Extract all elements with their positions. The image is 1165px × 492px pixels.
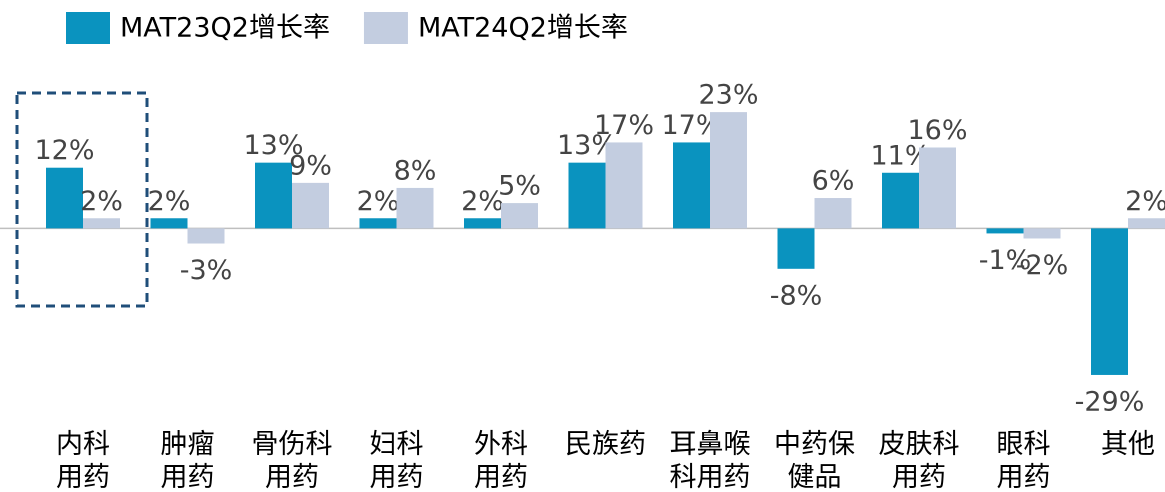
bar xyxy=(882,172,919,229)
value-label: 16% xyxy=(907,115,967,146)
value-label: 8% xyxy=(394,155,437,186)
x-tick-label-line: 用药 xyxy=(997,462,1051,492)
value-label: 17% xyxy=(594,110,654,141)
x-tick-label-line: 肿瘤 xyxy=(161,429,215,460)
legend-label: MAT24Q2增长率 xyxy=(418,13,628,44)
value-label: -2% xyxy=(1016,250,1069,281)
x-tick-label: 骨伤科用药 xyxy=(252,429,333,492)
x-tick-label-line: 内科 xyxy=(56,429,110,460)
bar xyxy=(255,162,292,229)
bar xyxy=(359,218,397,229)
x-tick-label-line: 用药 xyxy=(474,462,528,492)
bar xyxy=(568,162,606,229)
highlight-box xyxy=(15,91,149,308)
value-label: 2% xyxy=(80,186,123,217)
x-tick-label-line: 用药 xyxy=(892,462,946,492)
value-label: -3% xyxy=(180,255,233,286)
x-tick-label-line: 耳鼻喉 xyxy=(670,429,751,460)
x-tick-label: 眼科用药 xyxy=(997,429,1051,492)
x-tick-label-line: 民族药 xyxy=(565,429,646,460)
x-tick-label-line: 眼科 xyxy=(997,429,1051,460)
x-tick-label: 外科用药 xyxy=(474,429,528,492)
x-tick-label-line: 科用药 xyxy=(670,462,751,492)
bar xyxy=(1128,218,1165,229)
legend-swatch xyxy=(66,12,110,44)
x-tick-label-line: 用药 xyxy=(370,462,424,492)
value-label: 13% xyxy=(243,130,303,161)
bar xyxy=(292,182,329,229)
x-tick-label-line: 妇科 xyxy=(370,429,424,460)
value-label: -29% xyxy=(1075,386,1145,417)
x-tick-label: 耳鼻喉科用药 xyxy=(670,429,751,492)
x-tick-label-line: 皮肤科 xyxy=(879,429,960,460)
x-tick-label-line: 其他 xyxy=(1101,429,1155,460)
x-tick-label: 肿瘤用药 xyxy=(161,429,215,492)
x-tick-label: 民族药 xyxy=(565,429,646,460)
x-tick-label: 妇科用药 xyxy=(370,429,424,492)
bar xyxy=(1023,228,1061,239)
bar xyxy=(919,147,956,229)
x-tick-label-line: 用药 xyxy=(265,462,319,492)
x-tick-label: 其他 xyxy=(1101,429,1155,460)
bar xyxy=(673,142,710,229)
bar xyxy=(1091,228,1128,375)
value-label: 2% xyxy=(357,186,400,217)
bar xyxy=(710,112,747,229)
value-label: 23% xyxy=(698,80,758,111)
x-tick-label-line: 中药保 xyxy=(774,429,855,460)
bar xyxy=(986,228,1024,234)
value-label: 2% xyxy=(461,186,504,217)
bar xyxy=(396,187,434,229)
x-tick-label: 皮肤科用药 xyxy=(879,429,960,492)
bar xyxy=(464,218,501,229)
value-label: 2% xyxy=(148,186,191,217)
x-tick-label-line: 外科 xyxy=(474,429,528,460)
value-label: 9% xyxy=(289,150,332,181)
bar xyxy=(814,198,852,229)
value-label: 2% xyxy=(1125,186,1165,217)
value-label: 12% xyxy=(34,135,94,166)
x-tick-label: 中药保健品 xyxy=(774,429,855,492)
bar xyxy=(46,167,83,229)
value-label: 6% xyxy=(812,166,855,197)
x-tick-label-line: 用药 xyxy=(56,462,110,492)
x-tick-label: 内科用药 xyxy=(56,429,110,492)
bar xyxy=(501,203,538,229)
legend-swatch xyxy=(363,12,408,44)
x-tick-label-line: 骨伤科 xyxy=(252,429,333,460)
bar xyxy=(605,142,643,229)
x-tick-label-line: 健品 xyxy=(788,462,842,492)
bar xyxy=(83,218,120,229)
bar xyxy=(150,218,188,229)
value-label: -8% xyxy=(770,280,823,311)
value-label: -1% xyxy=(979,245,1032,276)
bar xyxy=(777,228,815,269)
bar xyxy=(187,228,225,244)
value-label: 5% xyxy=(498,171,541,202)
legend-label: MAT23Q2增长率 xyxy=(120,13,330,44)
x-tick-label-line: 用药 xyxy=(161,462,215,492)
